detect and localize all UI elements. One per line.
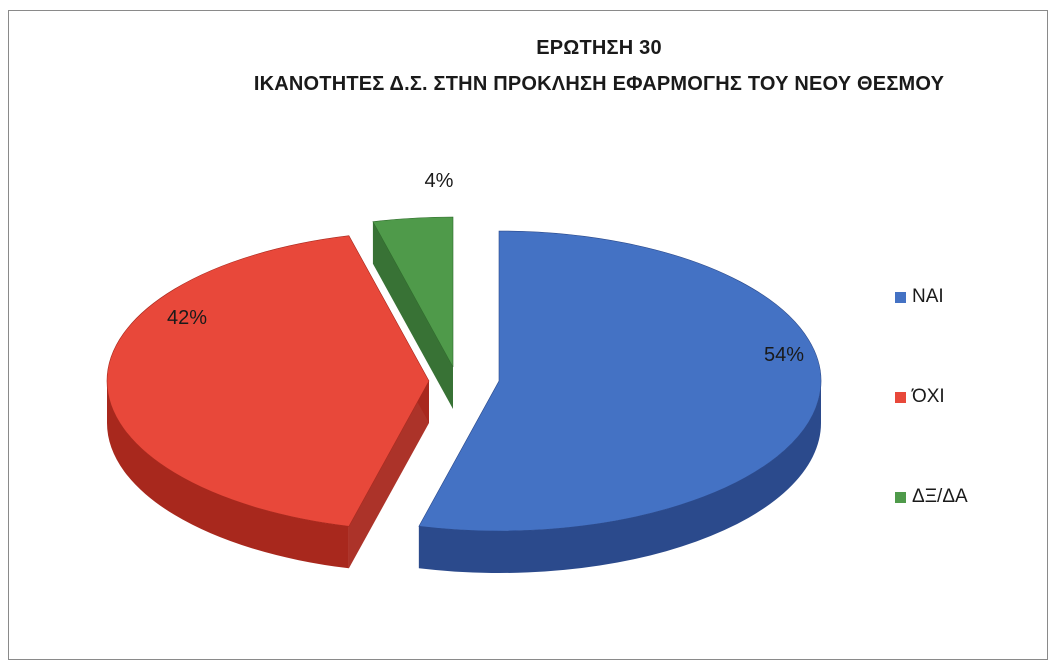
legend-label-nai: ΝΑΙ: [912, 286, 944, 307]
chart-subtitle: ΙΚΑΝΟΤΗΤΕΣ Δ.Σ. ΣΤΗΝ ΠΡΟΚΛΗΣΗ ΕΦΑΡΜΟΓΗΣ …: [253, 73, 945, 95]
slice-nai: [418, 230, 822, 532]
legend-swatch-dxda: [895, 491, 906, 503]
pie-chart: 54% 42% 4%: [106, 170, 822, 573]
chart-frame: ΕΡΩΤΗΣΗ 30 ΙΚΑΝΟΤΗΤΕΣ Δ.Σ. ΣΤΗΝ ΠΡΟΚΛΗΣΗ…: [8, 10, 1048, 660]
legend-item-nai: ΝΑΙ: [895, 286, 944, 308]
legend-label-dxda: ΔΞ/ΔΑ: [912, 486, 968, 507]
slice-dxda: [372, 216, 454, 368]
legend-swatch-nai: [895, 291, 906, 303]
legend-item-ochi: ΌΧΙ: [895, 386, 945, 408]
legend-item-dxda: ΔΞ/ΔΑ: [895, 486, 968, 508]
legend-swatch-ochi: [895, 391, 906, 403]
slice-ochi: [106, 235, 430, 527]
data-label-nai: 54%: [764, 344, 804, 366]
legend-label-ochi: ΌΧΙ: [912, 386, 945, 407]
slice-side-dxda: [372, 221, 453, 409]
data-label-ochi: 42%: [167, 307, 207, 329]
chart-title: ΕΡΩΤΗΣΗ 30: [536, 37, 662, 59]
data-label-dxda: 4%: [425, 170, 454, 192]
